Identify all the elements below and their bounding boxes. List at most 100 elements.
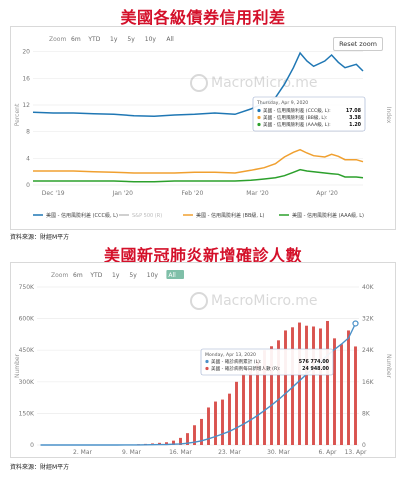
tooltip-label: 美國 - 確診病例累計 (L): [211,358,262,365]
tooltip-value: 3.38 [349,115,361,121]
daily-bar [193,425,196,445]
chart2-title: 美國新冠肺炎新增確診人數 [103,246,302,265]
tooltip-label: 美國 - 信用風險利差 (AAA級, L): [263,121,331,128]
daily-bar [270,346,273,445]
daily-bar [291,327,294,445]
cumulative-hover-point [352,320,359,327]
y-right-tick-label: 16K [362,379,375,386]
tooltip-value: 24 948.00 [302,366,330,372]
daily-bar [263,350,266,445]
spread-chart-panel: Zoom 6m YTD 1y 5y 10y All 0 4 8 12 16 20 Dec '19 Jan '… [10,26,396,230]
legend-item-2[interactable]: 美國 - 信用風險利差 (BB級, L) [196,212,264,219]
y-left-tick-label: 750K [19,284,35,291]
chart2-source: 資料來源：財經M平方 [10,464,70,471]
range-button-5y[interactable]: 5y [127,36,135,43]
x-tick-label: Dec '19 [42,190,65,197]
x-tick-label: 30. Mar [267,449,290,456]
y-right-tick-label: 0 [362,442,366,449]
tooltip-value: 1.20 [349,122,361,128]
x-tick-label: 9. Mar [122,449,141,456]
range-button-1y[interactable]: 1y [112,272,120,279]
x-tick-label: Feb '20 [181,190,203,197]
y2-axis-label: Index [385,107,392,124]
range-button-10y[interactable]: 10y [145,36,157,43]
y-left-tick-label: 600K [19,316,35,323]
range-button-6m[interactable]: 6m [73,272,83,279]
range-button-5y[interactable]: 5y [129,272,137,279]
legend-item-1[interactable]: S&P 500 (R) [132,213,162,219]
x-tick-label: 16. Mar [169,449,192,456]
chart1-source: 資料來源：財經M平方 [10,234,70,241]
tooltip-label: 美國 - 確診病例每日新增人數 (R): [211,365,281,372]
daily-bar [277,340,280,445]
y-axis-label: Percent [14,103,21,126]
daily-bar [256,360,259,445]
daily-bar [249,367,252,445]
legend-item-0[interactable]: 美國 - 信用風險利差 (CCC級, L) [46,212,118,219]
y-axis-label: Number [14,353,21,378]
x-tick-label: 13. Apr [345,449,367,456]
y-tick-label: 8 [26,129,30,136]
daily-bar [326,320,329,445]
range-button-all[interactable]: All [166,36,174,43]
daily-bar [221,399,224,445]
cumulative-line [40,323,357,446]
range-button-ytd[interactable]: YTD [87,36,100,43]
tooltip-marker [205,359,209,364]
daily-bar [165,442,168,445]
tooltip-label: 美國 - 信用風險利差 (BB級, L): [263,114,328,121]
tooltip-date: Monday, Apr 13, 2020 [205,352,256,358]
daily-bar [319,328,322,445]
tooltip-box [252,96,366,132]
tooltip-marker [257,115,261,120]
reset-zoom-button[interactable]: Reset zoom [333,37,383,51]
daily-bar [347,330,350,445]
range-button-10y[interactable]: 10y [147,272,159,279]
series-line-1 [33,148,364,174]
x-tick-label: Jan '20 [112,190,134,197]
tooltip-value: 576 774.00 [299,359,330,365]
range-button-all[interactable]: All [168,272,176,279]
y-right-tick-label: 32K [362,316,375,323]
chart1-title: 美國各級債券信用利差 [120,8,286,27]
y-tick-label: 16 [22,75,30,82]
y-tick-label: 4 [26,155,30,162]
y-left-tick-label: 0 [30,442,34,449]
tooltip-marker [205,366,209,371]
tooltip-date: Thursday, Apr 9, 2020 [256,100,308,106]
range-button-6m[interactable]: 6m [71,36,81,43]
series-line-2 [33,168,364,183]
y-right-tick-label: 40K [362,284,375,291]
daily-bar [200,418,203,445]
y2-axis-label: Number [385,354,392,379]
x-tick-label: 23. Mar [218,449,241,456]
range-button-ytd[interactable]: YTD [89,272,102,279]
spread-chart-svg: Zoom 6m YTD 1y 5y 10y All 0 4 8 12 16 20 Dec '19 Jan '… [14,36,392,219]
watermark: MacroMicro.me [190,292,318,310]
daily-bar [298,322,301,445]
daily-bar [172,440,175,445]
tooltip-marker [257,108,261,113]
range-button-1y[interactable]: 1y [110,36,118,43]
daily-bar [242,373,245,445]
y-left-tick-label: 450K [19,347,35,354]
daily-bar [354,346,357,445]
daily-bar [228,393,231,445]
y-left-tick-label: 300K [19,379,35,386]
daily-bar [305,325,308,445]
daily-bar [284,330,287,445]
watermark: MacroMicro.me [190,74,318,92]
y-tick-label: 20 [22,49,30,56]
x-tick-label: 6. Apr [318,449,337,456]
legend-item-3[interactable]: 美國 - 信用風險利差 (AAA級, L) [292,212,364,219]
tooltip-box [200,348,334,376]
daily-bar [312,326,315,445]
daily-bar [179,437,182,445]
y-tick-label: 12 [22,102,30,109]
y-tick-label: 0 [26,182,30,189]
zoom-label: Zoom [49,36,66,43]
x-tick-label: Apr '20 [316,190,338,197]
x-tick-label: 2. Mar [73,449,92,456]
tooltip-marker [257,122,261,127]
watermark-logo-icon [190,292,208,310]
